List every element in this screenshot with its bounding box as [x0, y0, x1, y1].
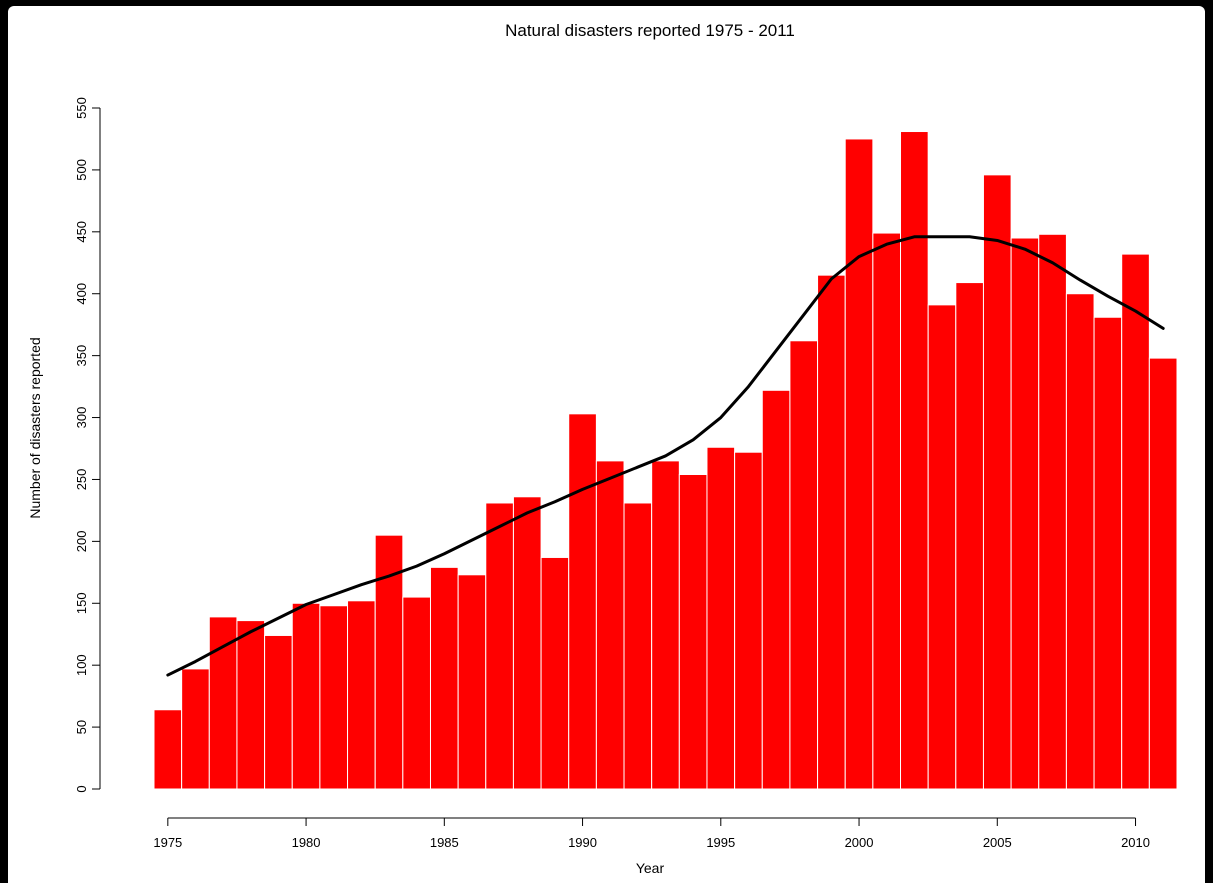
- y-axis-label: Number of disasters reported: [27, 337, 43, 518]
- bar-1989: [540, 556, 570, 790]
- bar-1991: [595, 460, 625, 790]
- y-tick-label: 200: [74, 531, 89, 553]
- bar-1988: [512, 496, 542, 790]
- bar-2001: [872, 232, 902, 790]
- y-tick-label: 500: [74, 159, 89, 181]
- bar-2008: [1065, 293, 1095, 790]
- bar-2004: [955, 282, 984, 790]
- bar-1985: [429, 566, 459, 790]
- y-tick-label: 350: [74, 345, 89, 367]
- bar-1992: [623, 502, 653, 790]
- x-tick-label: 1995: [706, 835, 735, 850]
- bar-1994: [678, 474, 708, 790]
- y-tick-label: 450: [74, 221, 89, 243]
- axes-group: 0 50 100 150 200 250 300 350 400 450 500 550 1975 198…: [74, 97, 1150, 850]
- bar-1998: [789, 340, 819, 790]
- trend-group: [166, 235, 1165, 677]
- y-tick-label: 0: [74, 785, 89, 792]
- bar-1979: [264, 634, 293, 790]
- bars-group: [153, 131, 1178, 790]
- x-tick-label: 1990: [568, 835, 597, 850]
- chart-title: Natural disasters reported 1975 - 2011: [505, 21, 795, 40]
- y-tick-label: 400: [74, 283, 89, 305]
- bar-1997: [761, 389, 791, 790]
- bar-1996: [734, 451, 763, 790]
- bar-1981: [319, 605, 349, 790]
- y-tick-label: 150: [74, 592, 89, 614]
- y-tick-label: 550: [74, 97, 89, 119]
- bar-1984: [402, 596, 431, 790]
- x-axis-label: Year: [636, 860, 665, 876]
- x-tick-label: 1975: [153, 835, 182, 850]
- bar-2011: [1148, 357, 1178, 790]
- x-tick-label: 2005: [983, 835, 1012, 850]
- y-tick-label: 250: [74, 469, 89, 491]
- x-tick-label: 1985: [430, 835, 459, 850]
- bar-2006: [1010, 237, 1040, 790]
- trend-line: [166, 235, 1165, 677]
- x-tick-label: 2010: [1121, 835, 1150, 850]
- bar-1982: [347, 600, 376, 790]
- bar-1993: [651, 460, 680, 790]
- bar-1975: [153, 709, 183, 790]
- y-tick-label: 300: [74, 407, 89, 429]
- bar-2000: [844, 138, 874, 790]
- bar-1986: [457, 574, 487, 790]
- x-tick-label: 1980: [292, 835, 321, 850]
- bar-1976: [181, 668, 210, 790]
- bar-2010: [1121, 253, 1150, 790]
- bar-1987: [485, 502, 514, 790]
- x-tick-label: 2000: [845, 835, 874, 850]
- bar-1978: [236, 620, 266, 790]
- y-tick-label: 50: [74, 720, 89, 734]
- bar-2005: [982, 174, 1012, 790]
- y-tick-label: 100: [74, 654, 89, 676]
- bar-1995: [706, 446, 736, 790]
- bar-2009: [1093, 316, 1123, 790]
- bar-1990: [568, 413, 597, 790]
- bar-1980: [291, 602, 321, 790]
- bar-2007: [1038, 233, 1067, 790]
- bar-2002: [900, 131, 929, 790]
- bar-1999: [817, 274, 846, 790]
- bar-2003: [927, 304, 957, 790]
